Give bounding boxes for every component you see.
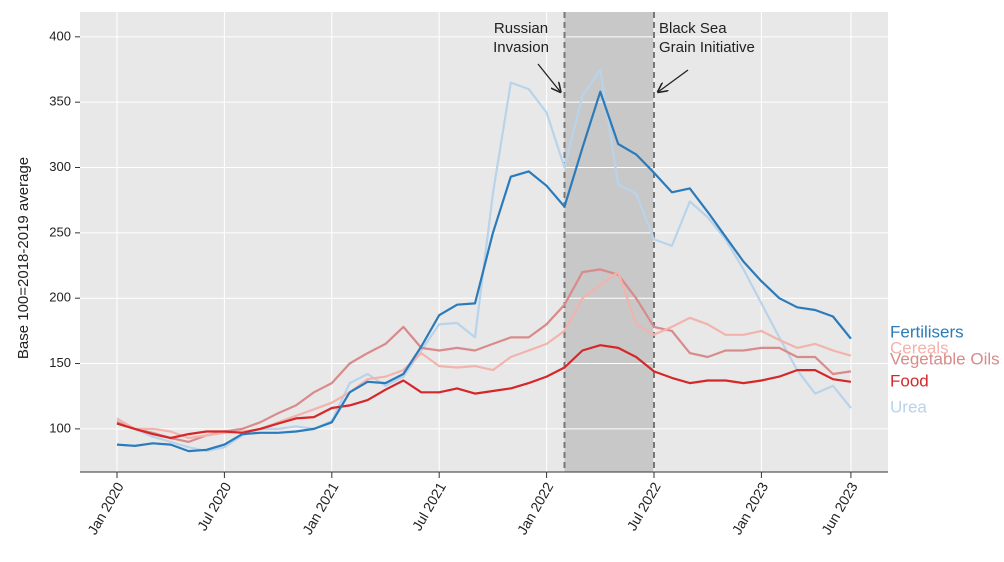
y-tick-label: 200: [49, 290, 71, 305]
y-tick-label: 100: [49, 420, 71, 435]
series-line: [116, 344, 852, 440]
annotation-text: Grain Initiative: [659, 39, 755, 56]
x-tick-label: Jan 2020: [84, 479, 127, 537]
legend-label: Fertilisers: [890, 322, 964, 341]
annotation-text: Black Sea: [659, 20, 727, 37]
annotation-text: Russian: [494, 20, 548, 37]
legend-label: Vegetable Oils: [890, 349, 1000, 368]
annotation-arrow: [658, 69, 689, 92]
x-tick-label: Jul 2022: [623, 479, 663, 533]
annotation-text: Invasion: [493, 39, 549, 56]
y-tick-label: 350: [49, 94, 71, 109]
legend-label: Food: [890, 371, 929, 390]
plot-area: [80, 12, 888, 472]
x-tick-label: Jul 2021: [409, 479, 449, 533]
series-line: [116, 268, 852, 443]
series-line: [116, 90, 852, 453]
legend-label: Cereals: [890, 338, 949, 357]
y-axis-label: Base 100=2018-2019 average: [15, 157, 32, 359]
annotation-arrow: [537, 63, 561, 92]
y-tick-label: 150: [49, 355, 71, 370]
legend-label: Urea: [890, 397, 927, 416]
x-tick-label: Jul 2020: [194, 479, 234, 533]
y-tick-label: 250: [49, 224, 71, 239]
y-tick-label: 400: [49, 28, 71, 43]
x-tick-label: Jan 2021: [299, 479, 342, 537]
x-tick-label: Jun 2023: [818, 479, 861, 537]
shaded-period: [564, 12, 654, 472]
x-tick-label: Jan 2023: [729, 479, 772, 537]
x-tick-label: Jan 2022: [514, 479, 557, 537]
y-tick-label: 300: [49, 159, 71, 174]
